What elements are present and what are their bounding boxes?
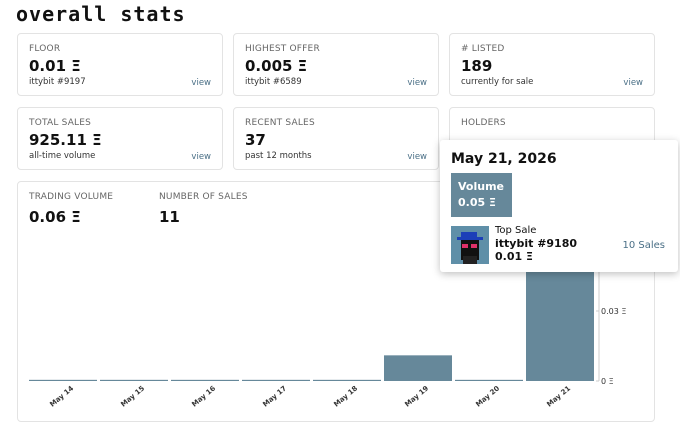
- bar: [242, 379, 310, 381]
- view-link[interactable]: view: [191, 78, 211, 88]
- card-sub: past 12 months: [245, 151, 312, 161]
- card-value: 925.11 Ξ: [29, 131, 102, 149]
- stat-label: TRADING VOLUME: [29, 192, 114, 202]
- stat-card: # LISTED 189 currently for sale view: [449, 33, 655, 96]
- stat-value: 0.06 Ξ: [29, 208, 81, 226]
- y-tick-label: 0.03 Ξ: [601, 307, 626, 316]
- volume-box: Volume 0.05 Ξ: [451, 173, 512, 217]
- x-tick-label: May 21: [545, 384, 572, 408]
- bar: [171, 379, 239, 381]
- volume-label: Volume: [458, 180, 504, 193]
- x-tick-label: May 16: [190, 384, 217, 408]
- top-sale-price: 0.01 Ξ: [495, 250, 533, 263]
- avatar: [451, 226, 489, 264]
- card-sub: currently for sale: [461, 77, 534, 87]
- chart: 0 Ξ 0.03 Ξ May 14 May 15 May 16 May 17 May 18 M…: [29, 264, 626, 409]
- card-sub: ittybit #6589: [245, 77, 302, 87]
- bar: [455, 379, 523, 381]
- view-link[interactable]: view: [623, 78, 643, 88]
- card-value: 37: [245, 131, 266, 149]
- x-tick-label: May 20: [474, 384, 501, 408]
- x-tick-label: May 14: [48, 384, 75, 408]
- sales-count: 10 Sales: [622, 240, 665, 251]
- card-value: 0.005 Ξ: [245, 57, 308, 75]
- top-sale-label: Top Sale: [495, 225, 537, 236]
- x-tick-label: May 15: [119, 384, 146, 408]
- volume-value: 0.05 Ξ: [458, 196, 496, 209]
- x-tick-label: May 18: [332, 384, 359, 408]
- card-label: # LISTED: [461, 44, 505, 54]
- card-label: HIGHEST OFFER: [245, 44, 320, 54]
- stat-label: NUMBER OF SALES: [159, 192, 248, 202]
- y-tick-label: 0 Ξ: [601, 377, 614, 386]
- card-label: RECENT SALES: [245, 118, 315, 128]
- card-label: TOTAL SALES: [29, 118, 92, 128]
- top-sale-item: ittybit #9180: [495, 237, 578, 250]
- x-tick-label: May 19: [403, 384, 430, 408]
- card-sub: ittybit #9197: [29, 77, 86, 87]
- bar: [29, 379, 97, 381]
- tooltip-date: May 21, 2026: [451, 151, 557, 167]
- stat-card: TOTAL SALES 925.11 Ξ all-time volume view: [17, 107, 223, 170]
- stat-value: 11: [159, 208, 180, 226]
- view-link[interactable]: view: [407, 78, 427, 88]
- bar: [313, 379, 381, 381]
- bar: [384, 355, 452, 381]
- view-link[interactable]: view: [407, 152, 427, 162]
- card-sub: all-time volume: [29, 151, 96, 161]
- x-tick-label: May 17: [261, 384, 288, 408]
- page-title: overall stats: [16, 2, 186, 26]
- stat-card: RECENT SALES 37 past 12 months view: [233, 107, 439, 170]
- card-label: FLOOR: [29, 44, 61, 54]
- view-link[interactable]: view: [191, 152, 211, 162]
- card-value: 0.01 Ξ: [29, 57, 81, 75]
- stat-card: FLOOR 0.01 Ξ ittybit #9197 view: [17, 33, 223, 96]
- bar: [526, 264, 594, 381]
- card-value: 189: [461, 57, 493, 75]
- bar: [100, 379, 168, 381]
- tooltip: May 21, 2026 Volume 0.05 Ξ Top Sale itty…: [440, 140, 678, 272]
- card-label: HOLDERS: [461, 118, 506, 128]
- stat-card: HIGHEST OFFER 0.005 Ξ ittybit #6589 view: [233, 33, 439, 96]
